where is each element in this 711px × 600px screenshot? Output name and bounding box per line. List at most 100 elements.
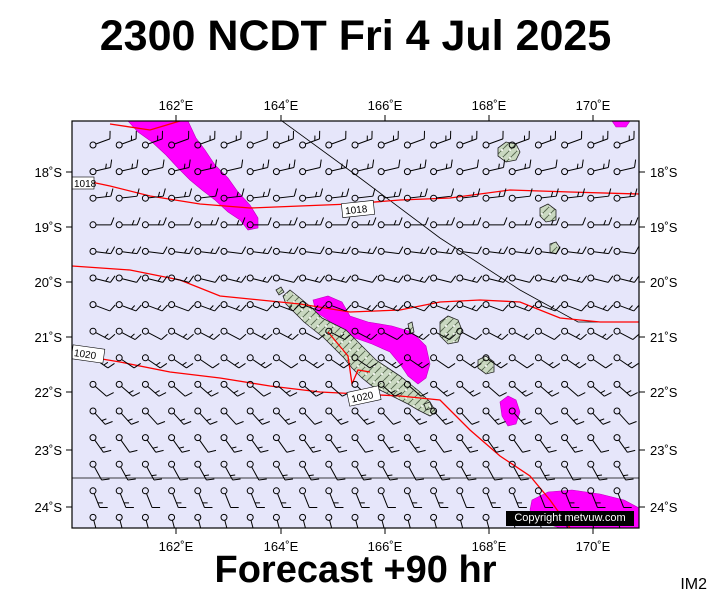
wind-barb [482, 354, 508, 369]
wind-barb [89, 327, 116, 340]
wind-barb [168, 407, 192, 425]
wind-barb [613, 246, 639, 255]
wind-barb [168, 217, 194, 229]
wind-barb [246, 327, 273, 340]
wind-barb [141, 487, 161, 509]
wind-barb [456, 217, 482, 229]
wind-barb [325, 407, 349, 425]
wind-barb [377, 487, 396, 509]
wind-barb [508, 380, 534, 397]
isobar-label-1018-central: 1018 [345, 204, 369, 217]
wind-barb [325, 217, 351, 229]
wind-barb [534, 434, 557, 453]
wind-barb [272, 217, 298, 229]
wind-barb [482, 217, 508, 229]
lon-label-168: 168˚E [472, 539, 507, 554]
wind-barb [482, 188, 507, 202]
wind-barb [640, 188, 663, 201]
wind-barb [377, 407, 401, 425]
wind-barb [325, 130, 347, 149]
wind-barb [194, 327, 221, 340]
wind-barb [456, 188, 481, 202]
wind-barb [430, 487, 449, 509]
wind-barb [456, 487, 475, 509]
wind-barb [351, 301, 378, 312]
wind-barb [482, 246, 509, 255]
wind-barb [89, 434, 112, 453]
wind-barb [430, 217, 456, 229]
wind-barb [534, 217, 560, 229]
wind-barb [640, 408, 663, 424]
grid-lines [72, 121, 639, 479]
lat-label-19: 19˚S [650, 220, 678, 235]
rain-band-north [127, 121, 259, 231]
wind-barb [351, 487, 370, 509]
wind-barb [194, 217, 220, 229]
wind-barb [194, 487, 213, 509]
wind-barb [115, 407, 139, 425]
wind-barb [640, 514, 656, 535]
ile-des-pins [423, 401, 433, 411]
wind-barb [325, 327, 352, 340]
wind-barb [272, 130, 294, 149]
wind-barb [220, 246, 247, 255]
wind-barb [168, 354, 194, 369]
wind-barb [220, 130, 242, 149]
wind-barb [508, 487, 527, 509]
wind-barb [194, 407, 218, 425]
wind-barb [508, 130, 530, 149]
wind-barb [299, 246, 325, 255]
eez-boundary-northeast [281, 121, 639, 323]
wind-barb [377, 460, 398, 481]
lat-label-21: 21˚S [35, 330, 63, 345]
wind-barb [482, 407, 506, 425]
wind-barb [272, 188, 297, 202]
wind-barb [115, 188, 140, 202]
wind-barb [508, 274, 535, 283]
isobar-label-1018-west: 1018 [74, 179, 97, 190]
isobar-label-box [346, 385, 382, 407]
wind-barb [115, 217, 141, 229]
wind-barb [561, 301, 588, 312]
wind-barb [561, 130, 583, 149]
wind-barb [403, 159, 427, 176]
wind-barb [561, 380, 586, 397]
wind-barb [403, 354, 430, 369]
wind-barb [508, 246, 535, 255]
longitude-labels-bottom: 162˚E 164˚E 166˚E 168˚E 170˚E [159, 539, 611, 554]
wind-barb [534, 487, 554, 509]
wind-barb [299, 407, 323, 425]
rain-spot-northeast [611, 121, 631, 128]
wind-barb [640, 302, 665, 311]
wind-barb [272, 380, 298, 397]
wind-barb [141, 130, 163, 149]
wind-barb [115, 301, 142, 312]
wind-barb [351, 217, 377, 229]
wind-barb [351, 354, 377, 369]
wind-barb [194, 274, 221, 283]
wind-barb [351, 130, 373, 149]
wind-barb [430, 301, 457, 312]
wind-barb [456, 246, 482, 255]
lon-label-166: 166˚E [368, 98, 403, 113]
isobar-label-1020-west: 1020 [73, 348, 97, 362]
wind-barb [482, 434, 505, 453]
wind-barb [194, 301, 221, 312]
wind-barb [194, 159, 217, 176]
wind-barb [220, 159, 244, 176]
wind-barb [456, 159, 479, 176]
wind-barb [89, 246, 116, 255]
wind-barb [168, 487, 187, 509]
wind-barb [377, 188, 402, 202]
wind-barb [482, 130, 504, 149]
lat-label-18: 18˚S [650, 165, 678, 180]
lon-label-166: 166˚E [368, 539, 403, 554]
wind-barb [377, 246, 404, 255]
wind-barb [194, 434, 217, 453]
wind-barb [220, 487, 239, 509]
wind-barb [220, 217, 246, 229]
wind-barb [456, 130, 478, 149]
wind-barb [482, 460, 503, 481]
wind-barb [141, 354, 168, 369]
wind-barb [325, 487, 344, 509]
